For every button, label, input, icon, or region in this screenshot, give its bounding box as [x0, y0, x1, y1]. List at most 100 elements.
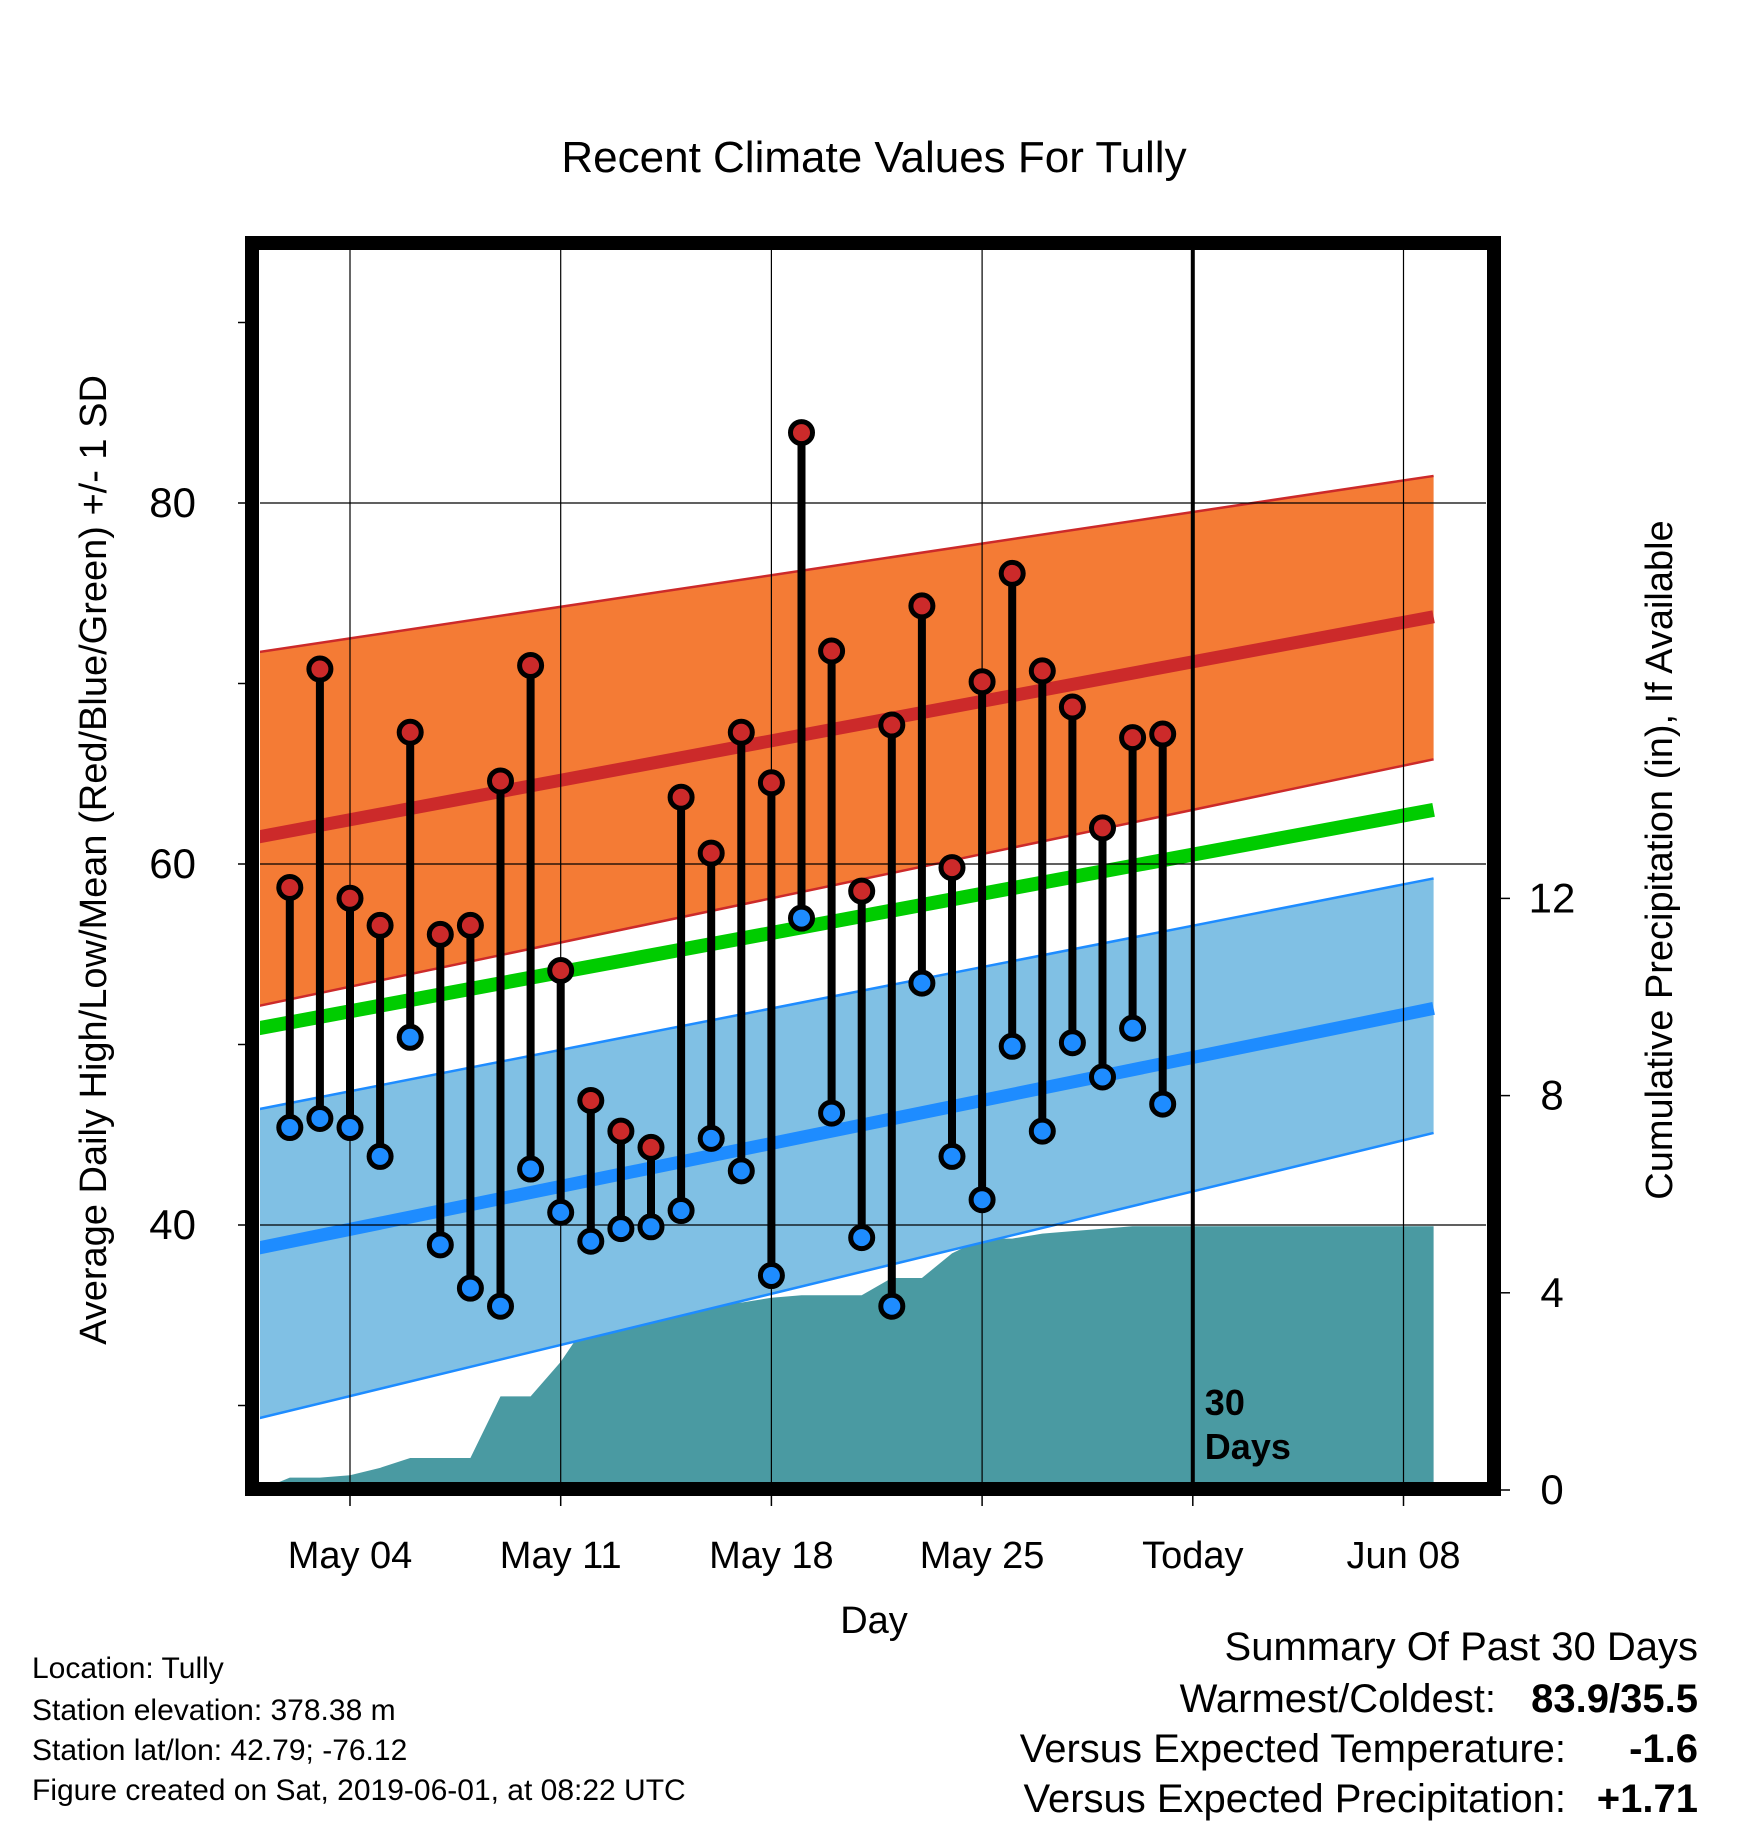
high-point [306, 655, 334, 683]
high-point [456, 911, 484, 939]
high-point [396, 718, 424, 746]
low-point [637, 1213, 665, 1241]
high-point [757, 769, 785, 797]
info-latlon: Station lat/lon: 42.79; -76.12 [32, 1734, 407, 1767]
low-point [276, 1114, 304, 1142]
high-point [517, 651, 545, 679]
x-tick-label: Jun 08 [1346, 1535, 1460, 1577]
summary-temp-value: -1.6 [1629, 1727, 1698, 1771]
x-tick-label: May 11 [500, 1535, 622, 1577]
low-point [818, 1099, 846, 1127]
high-point [938, 854, 966, 882]
low-point [1028, 1117, 1056, 1145]
summary-temp-label: Versus Expected Temperature: [1020, 1727, 1566, 1771]
summary-precip-label: Versus Expected Precipitation: [1023, 1777, 1566, 1821]
high-point [1149, 720, 1177, 748]
high-point [1058, 693, 1086, 721]
y-right-axis-label: Cumulative Precipitation (in), If Availa… [1639, 520, 1681, 1199]
low-point [306, 1105, 334, 1133]
high-point [697, 839, 725, 867]
chart-title: Recent Climate Values For Tully [561, 133, 1186, 182]
high-point [727, 718, 755, 746]
high-point [426, 920, 454, 948]
high-point [336, 884, 364, 912]
low-point [336, 1114, 364, 1142]
y-right-tick-label: 8 [1540, 1072, 1563, 1119]
high-point [577, 1086, 605, 1114]
low-point [998, 1032, 1026, 1060]
high-point [637, 1133, 665, 1161]
y-tick-label: 40 [149, 1201, 196, 1248]
low-point [1089, 1063, 1116, 1091]
low-point [848, 1224, 876, 1252]
low-point [607, 1215, 635, 1243]
y-right-tick-label: 0 [1540, 1466, 1563, 1513]
low-sd-band [260, 878, 1434, 1418]
precip-area [279, 1226, 1434, 1482]
high-point [547, 956, 575, 984]
x-tick-label: May 04 [288, 1535, 413, 1577]
x-axis-label: Day [840, 1600, 908, 1642]
low-band-lower-edge [260, 1131, 1434, 1420]
today-marker-label: 30 [1205, 1382, 1245, 1423]
high-point [1028, 657, 1056, 685]
low-point [968, 1186, 996, 1214]
low-point [577, 1227, 605, 1255]
y-axis-label: Average Daily High/Low/Mean (Red/Blue/Gr… [73, 375, 115, 1345]
low-point [517, 1155, 545, 1183]
high-point [998, 559, 1026, 587]
low-point [727, 1157, 755, 1185]
summary-precip-value: +1.71 [1597, 1777, 1698, 1821]
summary-heading: Summary Of Past 30 Days [1225, 1625, 1698, 1669]
axes: May 04 May 11 May 18 May 25 Today Jun 0840608… [149, 321, 1576, 1577]
high-point [788, 419, 815, 447]
low-point [547, 1198, 575, 1226]
low-point [1058, 1029, 1086, 1057]
summary-warmest-label: Warmest/Coldest: [1180, 1677, 1496, 1721]
plot-border [245, 236, 1501, 1496]
high-point [487, 767, 514, 795]
info-elevation: Station elevation: 378.38 m [32, 1694, 396, 1727]
x-tick-label: Today [1142, 1535, 1243, 1577]
high-point [848, 877, 876, 905]
y-right-tick-label: 4 [1540, 1269, 1563, 1316]
low-point [1149, 1090, 1177, 1118]
x-tick-label: May 18 [709, 1535, 834, 1577]
low-point [487, 1292, 514, 1320]
station-info: Location: Tully Station elevation: 378.3… [32, 1652, 686, 1807]
high-point [908, 592, 936, 620]
high-point [968, 668, 996, 696]
low-point [396, 1023, 424, 1051]
low-point [938, 1142, 966, 1170]
y-tick-label: 80 [149, 479, 196, 526]
high-point [276, 873, 304, 901]
low-point [426, 1231, 454, 1259]
low-point [757, 1262, 785, 1290]
high-point [1119, 724, 1147, 752]
high-point [607, 1117, 635, 1145]
info-location: Location: Tully [32, 1652, 224, 1685]
low-point [456, 1274, 484, 1302]
high-point [818, 637, 846, 665]
low-point [697, 1124, 725, 1152]
normal-low-line [260, 1002, 1435, 1255]
today-marker-label: Days [1205, 1426, 1291, 1467]
y-right-tick-label: 12 [1529, 874, 1576, 921]
low-point [878, 1292, 906, 1320]
summary-warmest-value: 83.9/35.5 [1531, 1677, 1698, 1721]
low-point [788, 904, 815, 932]
high-point [878, 711, 906, 739]
low-point [1119, 1014, 1147, 1042]
high-band-upper-edge [260, 474, 1434, 654]
plot-area [260, 250, 1486, 1482]
summary-panel: Summary Of Past 30 Days Warmest/Coldest:… [1020, 1625, 1698, 1821]
low-point [908, 969, 936, 997]
low-point [366, 1142, 394, 1170]
high-point [1089, 814, 1116, 842]
low-point [667, 1197, 695, 1225]
info-created: Figure created on Sat, 2019-06-01, at 08… [32, 1774, 686, 1807]
y-tick-label: 60 [149, 840, 196, 887]
high-point [366, 911, 394, 939]
